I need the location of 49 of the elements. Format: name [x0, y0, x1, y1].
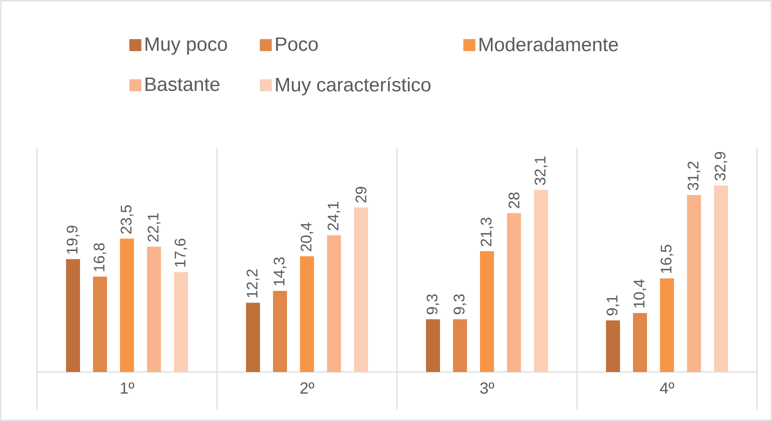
bar [66, 259, 80, 372]
data-label: 16,5 [660, 244, 674, 273]
data-label: 19,9 [66, 226, 80, 254]
data-label: 10,4 [634, 279, 646, 308]
data-label: 9,3 [426, 294, 440, 314]
data-label: 32,9 [714, 152, 728, 180]
bar [246, 302, 260, 372]
data-label: 16,8 [94, 243, 106, 272]
data-label: 14,3 [274, 257, 286, 286]
data-label: 31,2 [688, 162, 700, 190]
x-tick-label: 2º [300, 382, 314, 394]
bar [686, 194, 701, 372]
data-label: 24,1 [328, 202, 340, 230]
bar [147, 246, 162, 372]
legend-label: Bastante [146, 78, 220, 92]
data-label: 21,3 [480, 218, 494, 246]
bar [273, 290, 288, 372]
bar [506, 213, 521, 372]
legend-label: Muy característico [276, 77, 431, 96]
legend-label: Moderadamente [480, 37, 618, 52]
x-tick-label: 4º [660, 382, 674, 394]
legend-label: Poco [276, 37, 318, 51]
data-label: 20,4 [300, 222, 314, 252]
bar [453, 319, 467, 372]
data-label: 17,6 [174, 238, 188, 267]
data-label: 9,1 [606, 296, 620, 316]
bar [660, 278, 674, 372]
bar [632, 312, 647, 372]
bar [426, 319, 440, 372]
bar [93, 276, 108, 372]
bar [120, 238, 134, 372]
x-tick-label: 1º [120, 382, 134, 394]
bar [174, 272, 188, 372]
data-label: 23,5 [120, 205, 134, 234]
bar [480, 251, 494, 372]
bar [354, 207, 368, 372]
bar [300, 256, 314, 372]
data-label: 32,1 [534, 156, 548, 186]
data-label: 12,2 [246, 269, 260, 298]
data-label: 9,3 [454, 294, 466, 314]
x-tick-label: 3º [480, 382, 494, 394]
data-label: 22,1 [148, 213, 160, 242]
data-label: 29 [356, 186, 366, 202]
bar [327, 235, 342, 372]
bar [606, 320, 620, 372]
data-label: 28 [508, 192, 520, 208]
bar [714, 185, 728, 372]
bar [534, 190, 548, 372]
legend-label: Muy poco [146, 37, 227, 55]
